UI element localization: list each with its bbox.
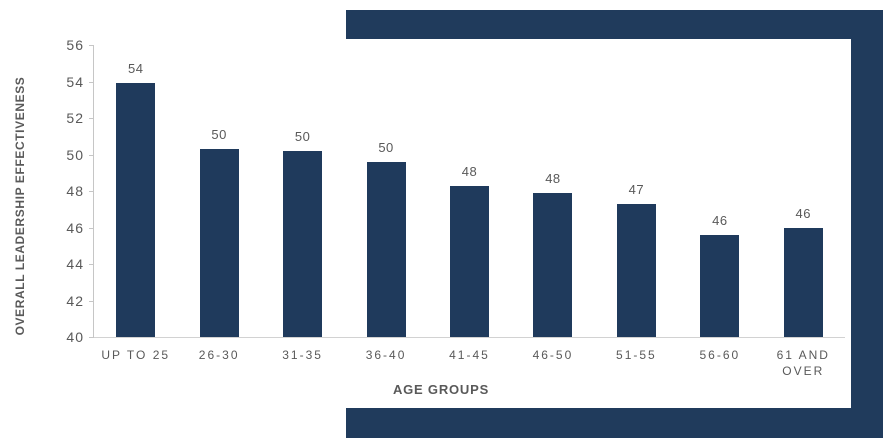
- bar-value-label: 47: [628, 181, 645, 197]
- bar-value-label: 50: [211, 127, 227, 143]
- y-tick-label: 46: [66, 219, 84, 236]
- x-tick-label: 26-30: [198, 348, 240, 362]
- chart-panel: OVERALL LEADERSHIP EFFECTIVENESS 40 42 44 4…: [0, 38, 851, 408]
- bar: [283, 150, 323, 337]
- x-tick-label: UP TO 25: [101, 348, 171, 362]
- bar: [116, 83, 156, 337]
- y-tick-mark: [89, 118, 94, 119]
- y-tick-mark: [89, 154, 94, 156]
- x-tick-label: 46-50: [532, 348, 574, 362]
- bar: [366, 161, 406, 337]
- x-tick-label: 56-60: [699, 348, 741, 362]
- x-tick-label: 51-55: [616, 348, 657, 362]
- y-tick-label: 54: [66, 73, 84, 90]
- x-tick-label: 41-45: [449, 348, 490, 362]
- x-axis-title: AGE GROUPS: [392, 382, 490, 397]
- y-tick-mark: [89, 81, 94, 83]
- bar-value-label: 50: [378, 139, 394, 155]
- bar-value-label: 48: [461, 163, 478, 179]
- y-axis-title: OVERALL LEADERSHIP EFFECTIVENESS: [13, 76, 27, 336]
- bar-value-label: 46: [795, 205, 811, 221]
- y-tick-label: 40: [66, 329, 84, 345]
- y-tick-mark: [89, 264, 94, 265]
- y-tick-mark: [89, 191, 94, 192]
- bar: [199, 149, 239, 337]
- bar-value-label: 46: [712, 212, 728, 228]
- y-tick-mark: [89, 45, 94, 46]
- x-tick-label: 36-40: [365, 348, 407, 362]
- y-tick-mark: [89, 300, 94, 302]
- bar-value-label: 48: [545, 170, 561, 186]
- y-tick-label: 48: [66, 183, 84, 199]
- y-tick-label: 52: [66, 110, 84, 126]
- plot-area: 40 42 44 46 48 50 52 54 56 54 UP TO 25 50 26-30 50 31-…: [66, 38, 845, 378]
- x-tick-label: 61 AND OVER: [776, 348, 830, 378]
- bar: [700, 234, 740, 337]
- bar: [616, 203, 656, 337]
- y-tick-label: 50: [66, 146, 84, 163]
- bar: [533, 192, 573, 337]
- y-tick-label: 44: [66, 256, 84, 272]
- bar: [783, 227, 823, 337]
- bar-value-label: 50: [294, 128, 311, 144]
- x-tick-label: 31-35: [282, 348, 323, 362]
- y-tick-label: 56: [66, 37, 84, 53]
- bar: [450, 185, 489, 337]
- bar-value-label: 54: [127, 61, 144, 77]
- y-tick-mark: [89, 227, 94, 229]
- y-tick-label: 42: [66, 292, 84, 309]
- y-tick-mark: [89, 337, 94, 338]
